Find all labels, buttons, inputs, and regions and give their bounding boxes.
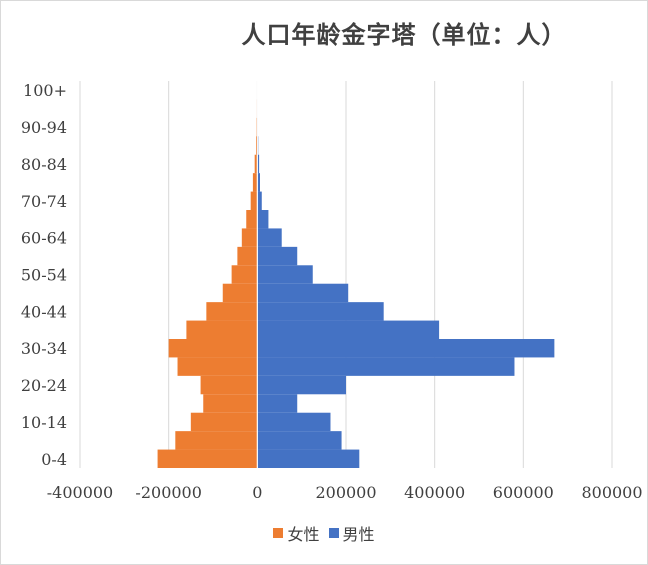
bar-male-20-24 [257, 375, 346, 395]
bar-male-5-9 [257, 431, 342, 450]
x-tick-label: 0 [252, 483, 262, 502]
bar-female-65-69 [246, 210, 258, 229]
bar-male-75-79 [257, 173, 260, 192]
x-tick-label: -400000 [47, 483, 113, 502]
y-tick-label: 40-44 [21, 302, 67, 321]
legend-label-male: 男性 [342, 525, 375, 544]
x-tick-label: -200000 [135, 483, 201, 502]
bar-male-65-69 [257, 210, 269, 229]
legend-label-female: 女性 [287, 525, 320, 544]
bar-male-25-29 [257, 357, 515, 376]
bar-female-70-74 [250, 191, 258, 210]
y-tick-label: 100+ [23, 81, 67, 100]
bar-female-45-49 [222, 283, 258, 303]
bar-female-35-39 [186, 320, 258, 339]
bar-female-50-54 [231, 265, 258, 284]
y-tick-label: 10-14 [21, 413, 67, 432]
legend: 女性 男性 [1, 521, 647, 545]
y-tick-label: 0-4 [41, 450, 67, 469]
bar-female-10-14 [190, 412, 258, 432]
legend-swatch-male [328, 528, 339, 538]
bar-male-70-74 [257, 191, 262, 210]
bar-male-10-14 [257, 412, 331, 432]
bar-male-80-84 [257, 154, 260, 174]
bar-female-85-89 [256, 136, 258, 155]
y-tick-label: 20-24 [21, 376, 67, 395]
legend-swatch-female [273, 528, 284, 538]
bar-male-0-4 [257, 449, 360, 468]
bar-female-30-34 [168, 339, 258, 358]
bar-female-5-9 [175, 431, 258, 450]
legend-item-male: 男性 [328, 521, 375, 545]
bar-male-30-34 [257, 339, 555, 358]
bar-male-60-64 [257, 228, 282, 247]
x-tick-label: 200000 [315, 483, 376, 502]
bar-male-50-54 [257, 265, 313, 284]
bar-female-75-79 [252, 173, 258, 192]
y-tick-label: 80-84 [21, 155, 67, 174]
bar-male-55-59 [257, 246, 298, 266]
bar-female-25-29 [177, 357, 258, 376]
y-tick-label: 90-94 [21, 118, 67, 137]
x-tick-label: 800000 [581, 483, 642, 502]
bar-female-80-84 [254, 154, 258, 174]
bar-female-60-64 [241, 228, 258, 247]
y-tick-label: 50-54 [21, 266, 67, 285]
bar-female-55-59 [237, 246, 258, 266]
bar-female-15-19 [203, 394, 258, 413]
y-tick-label: 70-74 [21, 192, 67, 211]
bar-male-40-44 [257, 302, 384, 321]
legend-item-female: 女性 [273, 521, 319, 545]
chart-title: 人口年龄金字塔（单位：人） [241, 20, 567, 49]
y-tick-label: 30-34 [21, 339, 67, 358]
bar-male-45-49 [257, 283, 349, 303]
bar-female-0-4 [157, 449, 258, 468]
x-tick-label: 600000 [493, 483, 554, 502]
bar-male-15-19 [257, 394, 298, 413]
bar-female-40-44 [206, 302, 258, 321]
bar-male-35-39 [257, 320, 440, 339]
y-tick-label: 60-64 [21, 229, 67, 248]
x-tick-label: 400000 [404, 483, 465, 502]
bar-female-20-24 [200, 375, 258, 395]
